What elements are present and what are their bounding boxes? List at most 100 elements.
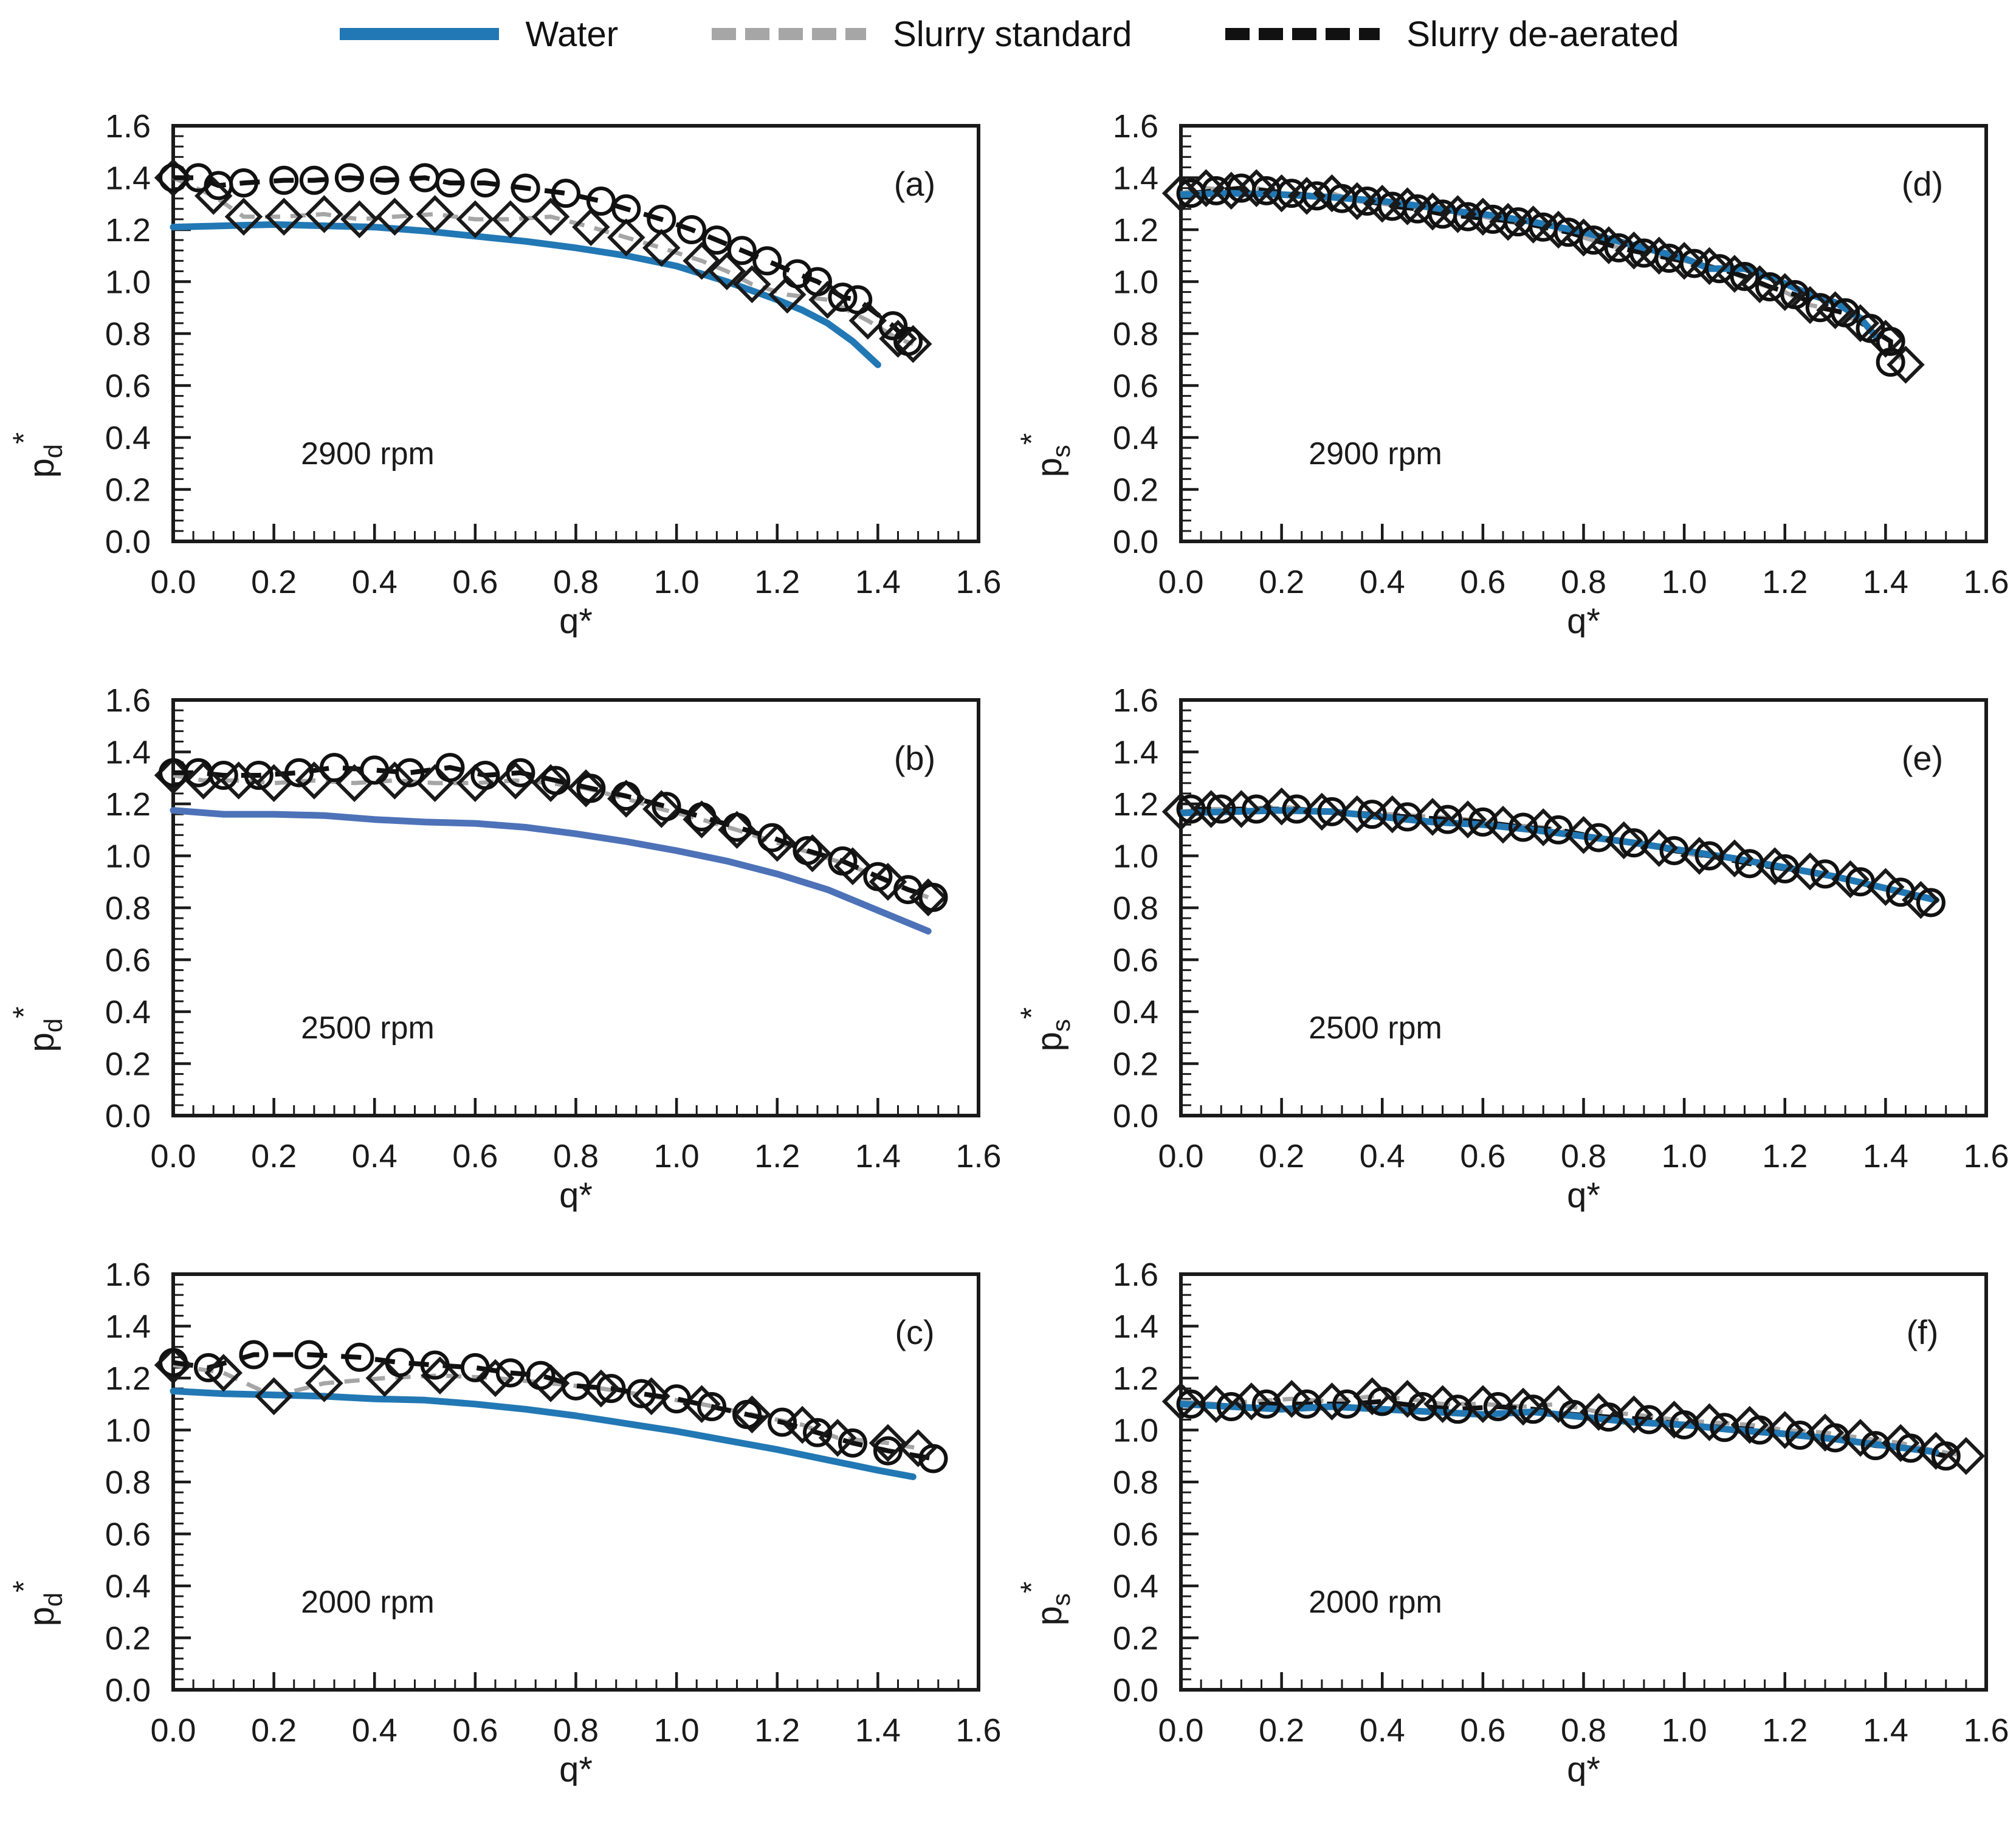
diamond-marker [1564,218,1603,257]
diamond-marker [255,1377,293,1416]
diamond-marker [264,197,303,236]
circle-marker [893,326,923,356]
circle-marker [1860,1431,1890,1461]
x-tick-label: 1.6 [1963,1138,2009,1175]
y-tick-label: 1.6 [105,108,151,145]
circle-marker [1735,849,1764,879]
diamond-marker [1539,210,1578,249]
y-tick-label: 1.4 [1113,160,1158,197]
circle-marker [1896,1433,1925,1463]
circle-marker [159,1348,188,1377]
axis-tick-labels: 0.0 0.0 0.2 0.2 0.4 0.4 0.6 0.6 0.8 0.8 1.0 1.0 1.2 1… [105,108,1002,600]
rpm-annotation: 2500 rpm [1309,1010,1442,1046]
diamond-marker [909,878,948,917]
y-tick-label: 1.6 [105,682,151,719]
diamond-marker [531,1364,570,1402]
slurry-deaerated-line [173,1352,934,1461]
legend-item-water: Water [337,14,618,55]
y-tick-label: 1.2 [1113,786,1158,823]
x-tick-label: 0.4 [352,1712,397,1749]
diamond-marker [1766,273,1804,311]
y-tick-label: 1.2 [105,212,151,249]
y-tick-label: 0.8 [1113,890,1158,927]
circle-marker [1544,815,1574,845]
svg-text:pd*: pd* [7,1580,67,1626]
x-tick-label: 1.4 [855,1138,901,1175]
x-axis-title: q* [559,602,593,637]
diamond-marker [1655,1401,1693,1439]
y-tick-label: 0.6 [105,368,151,405]
diamond-marker [1715,255,1754,293]
panel-label: (b) [894,739,935,777]
chart-panel-a: 0.0 0.0 0.2 0.2 0.4 0.4 0.6 0.6 0.8 0.8 1.0 1.0 1.2 1… [7,108,1002,637]
x-axis-title: q* [559,1750,593,1786]
diamond-marker [1791,286,1829,324]
plot-border [171,698,980,1117]
x-tick-label: 0.2 [1259,1712,1304,1749]
circle-marker [1856,314,1885,343]
circle-marker [561,1371,591,1401]
svg-text:ps*: ps* [1014,1582,1075,1626]
x-tick-label: 0.4 [352,1138,397,1175]
diamond-marker [768,275,807,314]
diamond-marker [632,1377,670,1416]
diamond-marker [1413,192,1452,231]
diamond-marker [733,1395,771,1434]
circle-marker [1876,348,1905,377]
circle-marker [757,823,787,852]
slurry-standard-markers [154,159,932,363]
circle-marker [752,246,782,276]
circle-marker [506,758,535,787]
diamond-marker [1262,174,1301,213]
y-tick-label: 0.8 [1113,1464,1158,1501]
y-tick-label: 0.2 [1113,472,1158,509]
circle-marker [1820,1423,1850,1453]
circle-marker [1518,1394,1548,1424]
diamond-marker [1338,182,1377,221]
circle-marker [687,802,717,832]
circle-marker [1659,835,1689,865]
circle-marker [722,812,752,842]
y-tick-label: 0.8 [105,890,151,927]
circle-marker [1206,794,1236,824]
diamond-marker [1262,787,1301,826]
x-tick-label: 1.0 [1662,564,1707,600]
diamond-marker [1464,197,1502,236]
diamond-marker [1580,1393,1618,1431]
y-tick-label: 1.0 [1113,839,1158,875]
circle-marker [345,1342,374,1372]
circle-marker [1694,841,1724,871]
diamond-marker [531,197,570,236]
diamond-marker [1514,205,1552,244]
x-tick-label: 1.4 [1863,564,1908,600]
y-tick-label: 0.8 [105,1464,151,1501]
diamond-marker [1539,1385,1578,1423]
plot-border [171,124,980,543]
circle-marker [1317,797,1347,826]
diamond-marker [1222,790,1261,828]
slurry-standard-markers [1161,169,1925,384]
circle-marker [1443,1394,1473,1424]
x-tick-label: 0.4 [1360,1138,1405,1175]
x-tick-label: 1.4 [1863,1712,1908,1749]
circle-marker [1433,804,1462,834]
axis-ticks [1179,1272,1988,1692]
x-tick-label: 0.6 [452,1712,498,1749]
chart-cell-d: 0.0 0.0 0.2 0.2 0.4 0.4 0.6 0.6 0.8 0.8 1.0 1.0 1.2 1… [1008,63,2015,637]
diamond-marker [305,195,343,233]
circle-marker [1876,326,1905,356]
circle-marker [878,311,908,341]
svg-text:pd*: pd* [7,432,67,478]
x-tick-label: 0.2 [1259,564,1304,600]
slurry-deaerated-markers [159,163,923,356]
y-axis-title: pd* [7,1580,67,1626]
rpm-annotation: 2500 rpm [301,1010,435,1046]
circle-marker [782,259,812,289]
circle-marker [1785,1421,1815,1450]
diamond-marker [1881,1424,1920,1463]
circle-marker [184,163,213,193]
x-tick-label: 0.4 [1360,564,1405,600]
legend-item-slurry-standard: Slurry standard [709,14,1132,55]
circle-marker [1619,828,1649,858]
circle-marker [1251,1389,1281,1419]
